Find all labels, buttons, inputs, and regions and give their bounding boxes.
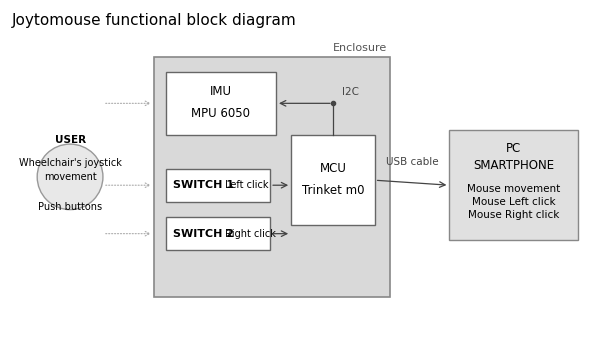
Text: I2C: I2C [342,87,359,97]
Text: Mouse Left click: Mouse Left click [472,197,556,207]
Text: movement: movement [44,172,97,182]
Text: SMARTPHONE: SMARTPHONE [473,159,554,172]
Text: Mouse movement: Mouse movement [467,184,560,193]
Text: Enclosure: Enclosure [333,43,387,53]
Text: SWITCH 2: SWITCH 2 [173,229,238,239]
FancyBboxPatch shape [291,135,374,225]
FancyBboxPatch shape [166,168,270,202]
Ellipse shape [37,144,103,210]
Text: USB cable: USB cable [386,157,438,167]
Text: Right click: Right click [226,229,276,239]
Text: MPU 6050: MPU 6050 [191,107,250,120]
Text: IMU: IMU [210,85,232,98]
Text: USER: USER [55,135,86,145]
FancyBboxPatch shape [166,217,270,250]
Text: Mouse Right click: Mouse Right click [468,210,559,220]
Text: Push buttons: Push buttons [38,202,102,212]
Text: Trinket m0: Trinket m0 [302,184,364,197]
FancyBboxPatch shape [166,71,276,135]
Text: MCU: MCU [319,162,346,175]
Text: Left click: Left click [226,180,269,190]
Text: Joytomouse functional block diagram: Joytomouse functional block diagram [12,13,297,28]
FancyBboxPatch shape [154,57,389,297]
FancyBboxPatch shape [449,130,578,240]
Text: Wheelchair's joystick: Wheelchair's joystick [19,158,122,168]
Text: SWITCH 1: SWITCH 1 [173,180,238,190]
Text: PC: PC [506,142,521,155]
